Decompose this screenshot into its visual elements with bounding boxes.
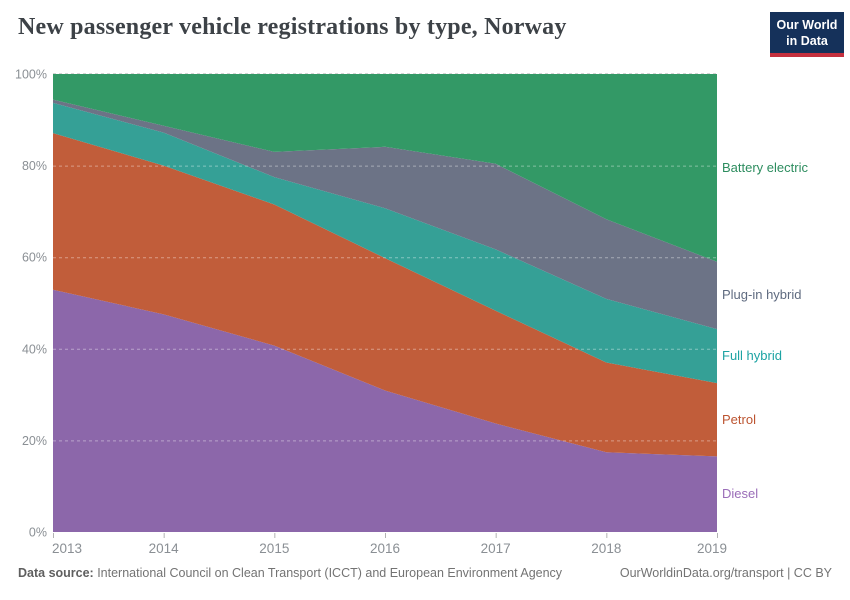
y-axis-label-0: 0% [29, 526, 47, 540]
x-axis-label-2015: 2015 [259, 541, 289, 556]
owid-logo-line1: Our World [776, 18, 838, 32]
chart-footer: Data source: International Council on Cl… [18, 566, 832, 580]
legend-plug-in-hybrid[interactable]: Plug-in hybrid [722, 287, 802, 303]
y-axis-label-80: 80% [22, 159, 47, 173]
legend-full-hybrid[interactable]: Full hybrid [722, 348, 782, 364]
legend-petrol[interactable]: Petrol [722, 411, 756, 427]
chart-title: New passenger vehicle registrations by t… [18, 14, 567, 40]
x-axis-label-2017: 2017 [481, 541, 511, 556]
data-source-label: Data source: [18, 566, 94, 580]
owid-logo[interactable]: Our World in Data [770, 12, 844, 57]
x-axis-label-2019: 2019 [697, 541, 727, 556]
y-axis-label-100: 100% [15, 68, 47, 82]
x-axis-label-2016: 2016 [370, 541, 400, 556]
owid-logo-line2: in Data [786, 34, 828, 48]
legend-battery-electric[interactable]: Battery electric [722, 159, 808, 175]
y-axis-label-20: 20% [22, 434, 47, 448]
area-diesel[interactable] [53, 289, 717, 532]
owid-link[interactable]: OurWorldinData.org/transport | CC BY [619, 566, 832, 580]
legend-diesel[interactable]: Diesel [722, 486, 759, 502]
data-source-text: International Council on Clean Transport… [93, 566, 563, 580]
x-axis-label-2013: 2013 [52, 541, 82, 556]
y-axis-label-60: 60% [22, 251, 47, 265]
area-petrol[interactable] [53, 133, 717, 457]
y-axis-label-40: 40% [22, 342, 47, 356]
x-axis-label-2014: 2014 [149, 541, 180, 556]
x-axis-label-2018: 2018 [591, 541, 621, 556]
area-battery-electric[interactable] [53, 74, 717, 262]
area-plug-in-hybrid[interactable] [53, 99, 717, 330]
data-source-note: Data source: International Council on Cl… [18, 566, 562, 580]
area-full-hybrid[interactable] [53, 102, 717, 384]
